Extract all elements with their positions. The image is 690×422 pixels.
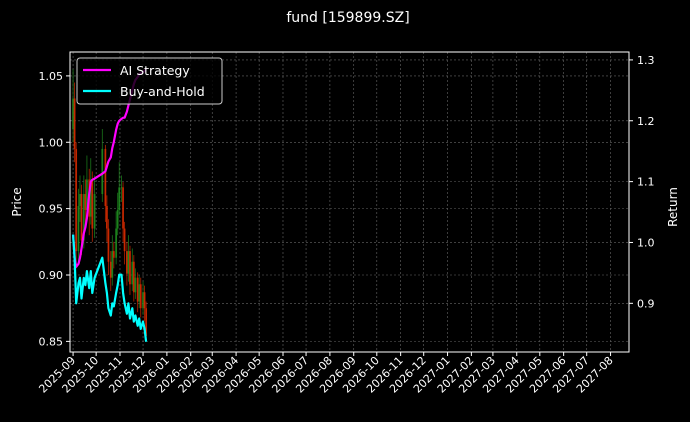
legend-label-buy-and-hold: Buy-and-Hold xyxy=(120,84,205,99)
candle-body xyxy=(73,98,76,149)
candle-body xyxy=(120,187,123,189)
candle-body xyxy=(118,187,121,210)
y-axis-right-label: Return xyxy=(666,187,680,227)
candle-body xyxy=(123,228,126,252)
y-tick-label: 1.05 xyxy=(39,70,64,83)
candle-body xyxy=(79,194,81,206)
legend: AI Strategy Buy-and-Hold xyxy=(76,57,223,105)
candle-body xyxy=(131,261,134,285)
candle-body xyxy=(139,284,142,309)
x-axis: 2025-092025-102025-112025-122026-012026-… xyxy=(36,352,616,396)
candle-body xyxy=(125,251,128,274)
candle-body xyxy=(101,148,104,195)
y-right-tick-label: 1.2 xyxy=(637,115,655,128)
candle-body xyxy=(122,187,124,229)
candle-body xyxy=(112,251,115,258)
chart-title: fund [159899.SZ] xyxy=(286,10,409,26)
y-axis-label: Price xyxy=(10,187,24,216)
series-line-buy-and-hold xyxy=(72,234,148,342)
candle-body xyxy=(72,98,74,129)
candle-body xyxy=(136,277,139,302)
legend-label-ai-strategy: AI Strategy xyxy=(120,63,190,78)
candle-body xyxy=(115,228,118,258)
candle-body xyxy=(134,277,137,293)
candle-body xyxy=(89,179,92,217)
y-right-tick-label: 1.3 xyxy=(637,54,655,67)
candle-body xyxy=(107,228,110,262)
candle-body xyxy=(132,261,135,293)
candle-body xyxy=(93,194,96,229)
candle-body xyxy=(86,179,88,210)
candle-body xyxy=(104,148,107,206)
candle-body xyxy=(82,194,85,241)
y-tick-label: 0.90 xyxy=(39,269,64,282)
candle-body xyxy=(129,251,131,285)
candle-body xyxy=(106,205,108,229)
legend-box xyxy=(76,57,223,105)
candle-body xyxy=(109,261,112,278)
candle-body xyxy=(84,194,87,210)
candle-body xyxy=(145,308,148,337)
candle-body xyxy=(91,179,94,229)
y-right-tick-label: 1.0 xyxy=(637,236,655,249)
candles xyxy=(72,69,148,342)
y-right-tick-label: 0.9 xyxy=(637,297,655,310)
candle-body xyxy=(80,194,83,241)
candle-body xyxy=(111,251,114,278)
candle-body xyxy=(77,205,80,252)
y-tick-label: 0.85 xyxy=(39,335,64,348)
y-tick-label: 1.00 xyxy=(39,136,64,149)
candle-body xyxy=(116,209,119,229)
candle-body xyxy=(138,284,141,302)
y-right-tick-label: 1.1 xyxy=(637,176,655,189)
candle-body xyxy=(127,251,130,274)
axes-frame xyxy=(69,51,630,353)
candle-body xyxy=(75,148,78,252)
y-axis-right: 0.9 1.0 1.1 1.2 1.3 xyxy=(629,54,655,310)
y-tick-label: 0.95 xyxy=(39,203,64,216)
y-axis-left: 0.85 0.90 0.95 1.00 1.05 xyxy=(39,70,70,348)
candle-body xyxy=(143,292,146,309)
candle-body xyxy=(142,292,144,309)
